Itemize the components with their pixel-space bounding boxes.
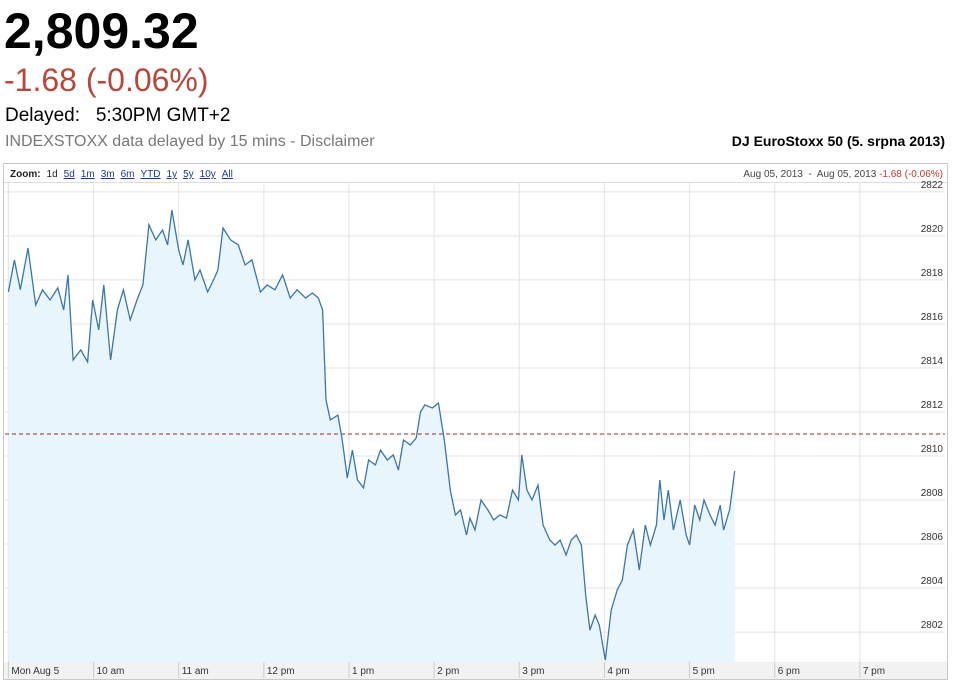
- zoom-option[interactable]: 1y: [166, 169, 178, 180]
- x-tick-label: 6 pm: [778, 666, 800, 677]
- zoom-option[interactable]: All: [221, 169, 233, 180]
- plot-area: 2802 2804 2806 2808 2810 2812 2814 2816 2818 2820…: [5, 180, 945, 678]
- y-tick-label: 2802: [921, 620, 944, 631]
- zoom-option[interactable]: 10y: [199, 169, 216, 180]
- x-tick-label: 11 am: [182, 666, 209, 677]
- range-start: Aug 05, 2013: [743, 169, 803, 180]
- zoom-option[interactable]: YTD: [140, 169, 161, 180]
- price: 2,809.32: [4, 3, 199, 59]
- range-change: -1.68 (-0.06%): [879, 169, 943, 180]
- delayed-time: Delayed: 5:30PM GMT+2: [5, 105, 231, 126]
- zoom-option[interactable]: 1m: [80, 169, 95, 180]
- x-tick-label: 12 pm: [267, 666, 295, 677]
- zoom-option[interactable]: 6m: [120, 169, 135, 180]
- x-tick-label: 4 pm: [607, 666, 629, 677]
- y-tick-label: 2804: [921, 576, 944, 587]
- zoom-label: Zoom:: [10, 169, 41, 180]
- y-tick-label: 2812: [921, 400, 944, 411]
- x-tick-label: 5 pm: [693, 666, 715, 677]
- zoom-option[interactable]: 5y: [183, 169, 194, 180]
- zoom-option[interactable]: 5d: [63, 169, 75, 180]
- zoom-option[interactable]: 3m: [100, 169, 115, 180]
- price-line: [7, 209, 736, 661]
- zoom-option[interactable]: 1d: [46, 169, 58, 180]
- x-tick-label: 3 pm: [522, 666, 544, 677]
- range-end: Aug 05, 2013: [816, 169, 877, 180]
- x-tick-label: 1 pm: [352, 666, 374, 677]
- y-tick-label: 2814: [921, 356, 944, 367]
- y-tick-label: 2810: [921, 444, 944, 455]
- y-tick-label: 2822: [921, 180, 944, 191]
- zoom-bar: Zoom: 1d 5d 1m 3m 6m YTD 1y 5y 10y All: [10, 169, 239, 180]
- x-tick-label: Mon Aug 5: [11, 666, 59, 677]
- price-change: -1.68 (-0.06%): [4, 62, 209, 98]
- y-tick-label: 2806: [921, 532, 944, 543]
- date-range: Aug 05, 2013 - Aug 05, 2013 -1.68 (-0.06…: [743, 169, 943, 180]
- y-tick-label: 2808: [921, 488, 944, 499]
- data-source: INDEXSTOXX data delayed by 15 mins - Dis…: [5, 133, 375, 150]
- y-tick-label: 2820: [921, 224, 944, 235]
- area: [8, 210, 735, 662]
- x-tick-label: 2 pm: [437, 666, 459, 677]
- range-separator: -: [808, 169, 812, 180]
- x-axis-strip: [4, 662, 947, 679]
- x-tick-label: 10 am: [97, 666, 125, 677]
- chart-title: DJ EuroStoxx 50 (5. srpna 2013): [731, 133, 945, 149]
- x-tick-label: 7 pm: [863, 666, 885, 677]
- y-tick-label: 2816: [921, 312, 944, 323]
- y-tick-label: 2818: [921, 268, 944, 279]
